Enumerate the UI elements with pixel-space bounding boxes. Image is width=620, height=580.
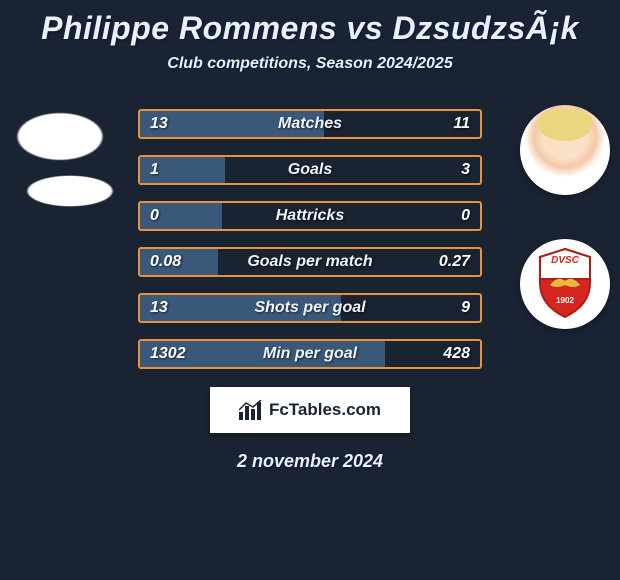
stat-bar-row: 1302Min per goal428 xyxy=(138,339,482,369)
stat-bar-row: 0Hattricks0 xyxy=(138,201,482,231)
stat-label: Shots per goal xyxy=(140,299,480,317)
player-left-avatar-placeholder xyxy=(10,109,110,164)
logo-text: FcTables.com xyxy=(269,400,381,420)
stat-bar-row: 13Matches11 xyxy=(138,109,482,139)
stat-value-right: 3 xyxy=(461,161,470,179)
shield-text-bottom: 1902 xyxy=(556,296,574,305)
dvsc-shield-icon: DVSC 1902 xyxy=(536,247,594,319)
snapshot-date: 2 november 2024 xyxy=(0,451,620,472)
stat-label: Goals per match xyxy=(140,253,480,271)
stat-value-right: 11 xyxy=(453,115,470,133)
stat-value-right: 0.27 xyxy=(439,253,470,271)
club-right-logo: DVSC 1902 xyxy=(520,239,610,329)
stat-value-right: 428 xyxy=(443,345,470,363)
stat-value-right: 0 xyxy=(461,207,470,225)
stat-bar-row: 13Shots per goal9 xyxy=(138,293,482,323)
comparison-content: DVSC 1902 13Matches111Goals30Hattricks00… xyxy=(0,109,620,369)
bar-chart-icon xyxy=(239,400,265,420)
stat-bars: 13Matches11 1Goals3 0Hattricks0 0.08Goals p… xyxy=(138,109,482,369)
stat-label: Goals xyxy=(140,161,480,179)
fctables-logo[interactable]: FcTables.com xyxy=(210,387,410,433)
stat-bar-row: 1Goals3 xyxy=(138,155,482,185)
stat-label: Min per goal xyxy=(140,345,480,363)
stat-label: Hattricks xyxy=(140,207,480,225)
subtitle: Club competitions, Season 2024/2025 xyxy=(0,55,620,73)
page-title: Philippe Rommens vs DzsudzsÃ¡k xyxy=(0,0,620,47)
stat-value-right: 9 xyxy=(461,299,470,317)
stat-bar-row: 0.08Goals per match0.27 xyxy=(138,247,482,277)
player-right-avatar xyxy=(520,105,610,195)
club-left-logo-placeholder xyxy=(20,173,120,209)
stat-label: Matches xyxy=(140,115,480,133)
shield-text-top: DVSC xyxy=(551,255,580,266)
